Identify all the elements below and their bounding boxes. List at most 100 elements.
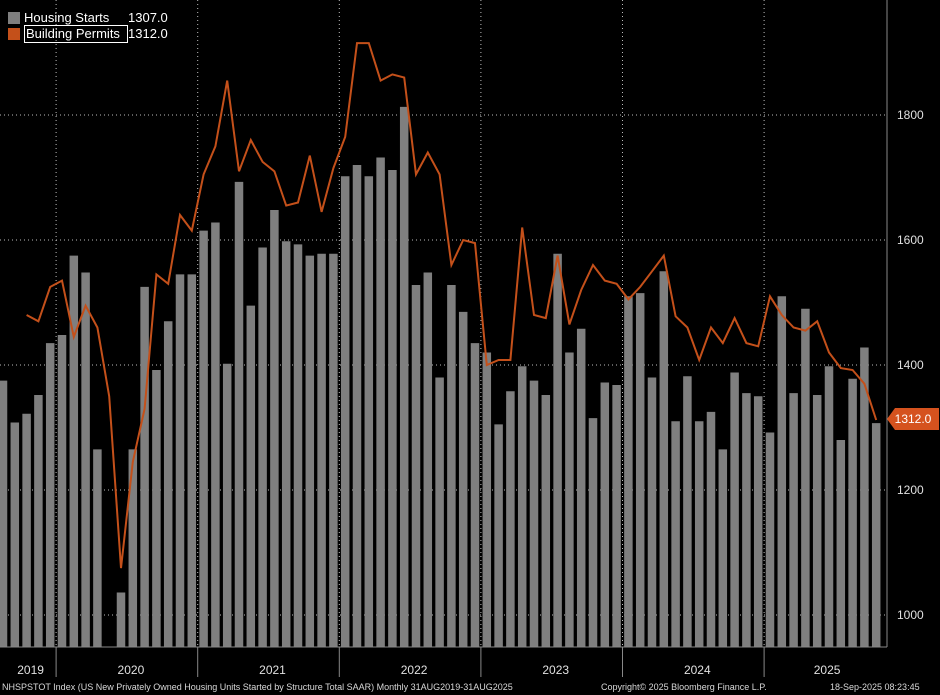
housing-starts-bar [635,293,645,647]
housing-starts-bar [494,424,503,647]
housing-starts-bar [293,244,303,647]
housing-starts-bar [187,274,197,647]
housing-starts-bar [683,376,692,647]
legend-name: Housing Starts [24,10,110,25]
housing-starts-bar [388,170,397,647]
housing-starts-bar [482,352,492,647]
housing-starts-bar [0,380,8,647]
x-tick-label: 2019 [17,663,44,677]
housing-starts-bar [553,253,562,647]
housing-starts-bar [801,308,810,647]
housing-starts-bar [517,366,527,647]
housing-starts-bar [860,347,869,647]
housing-starts-bar [529,380,539,647]
housing-starts-bar [848,378,857,647]
y-tick-label: 1000 [897,608,924,622]
housing-starts-bar [777,296,787,647]
housing-starts-bar [565,352,574,647]
housing-starts-bar [576,328,586,647]
housing-starts-bars [0,106,881,647]
legend-value: 1307.0 [128,10,168,25]
housing-starts-bar [329,253,338,647]
housing-starts-bar [458,311,468,647]
housing-starts-bar [789,393,798,647]
housing-starts-bar [647,377,657,647]
legend-item-building-permits[interactable]: Building Permits 1312.0 [8,25,168,43]
building-permits-swatch [8,28,20,40]
housing-starts-bar [624,296,633,647]
building-permits-line [26,42,878,569]
footer-timestamp: 18-Sep-2025 08:23:45 [830,682,920,692]
housing-starts-bar [765,432,775,647]
x-tick-label: 2022 [401,663,428,677]
housing-starts-bar [222,363,232,647]
footer-description: NHSPSTOT Index (US New Privately Owned H… [2,682,513,692]
housing-starts-bar [694,421,704,647]
housing-starts-bar [281,241,291,647]
housing-starts-bar [340,176,350,647]
housing-starts-bar [706,411,716,647]
housing-starts-bar [612,385,621,647]
y-tick-label: 1400 [897,358,924,372]
x-tick-label: 2021 [259,663,286,677]
y-tick-label: 1200 [897,483,924,497]
housing-starts-bar [447,285,456,647]
legend: Housing Starts 1307.0 Building Permits 1… [8,10,168,43]
housing-starts-bar [152,370,161,647]
housing-starts-bar [93,449,102,647]
housing-starts-bar [742,393,751,647]
housing-starts-bar [376,157,385,647]
housing-starts-bar [470,343,480,647]
x-tick-label: 2023 [542,663,569,677]
legend-value: 1312.0 [128,26,168,41]
housing-starts-bar [270,210,279,647]
housing-starts-bar [423,272,433,647]
footer-copyright: Copyright© 2025 Bloomberg Finance L.P. [601,682,767,692]
x-tick-label: 2024 [684,663,711,677]
y-tick-label: 1800 [897,108,924,122]
housing-starts-bar [506,391,515,647]
last-value-badge: 1312.0 [887,408,939,430]
housing-starts-bar [163,321,173,647]
y-tick-label: 1600 [897,233,924,247]
housing-starts-bar [399,106,409,647]
housing-starts-bar [364,176,374,647]
housing-starts-bar [10,422,20,647]
housing-starts-bar [588,418,598,647]
housing-starts-bar [435,377,444,647]
housing-starts-swatch [8,12,20,24]
housing-starts-bar [718,449,728,647]
x-tick-label: 2020 [118,663,145,677]
housing-starts-bar [175,274,185,647]
legend-name: Building Permits [24,25,128,43]
housing-starts-bar [211,222,220,647]
housing-starts-bar [411,285,421,647]
housing-starts-bar [22,413,31,647]
housing-starts-bar [128,449,138,647]
housing-starts-bar [541,395,551,647]
housing-starts-bar [305,255,315,647]
housing-starts-bar [812,395,822,647]
housing-starts-bar [659,271,669,647]
housing-starts-bar [57,335,67,647]
footer: NHSPSTOT Index (US New Privately Owned H… [0,681,940,695]
housing-starts-bar [234,181,244,647]
housing-starts-bar [871,423,881,647]
legend-item-housing-starts[interactable]: Housing Starts 1307.0 [8,10,168,26]
housing-starts-bar [69,255,79,647]
housing-starts-bar [600,382,610,647]
housing-starts-bar [836,440,846,647]
housing-starts-bar [753,396,763,647]
housing-starts-bar [81,272,90,647]
housing-starts-bar [824,366,834,647]
x-tick-label: 2025 [814,663,841,677]
housing-starts-bar [317,253,326,647]
housing-starts-bar [199,230,208,647]
housing-starts-bar [45,343,55,647]
housing-starts-bar [140,286,149,647]
x-axis: 2019 2020 2021 2022 2023 2024 2025 [17,647,841,677]
housing-starts-bar [34,395,43,647]
housing-starts-bar [116,592,126,647]
y-axis: 1000 1200 1400 1600 1800 [0,0,924,648]
